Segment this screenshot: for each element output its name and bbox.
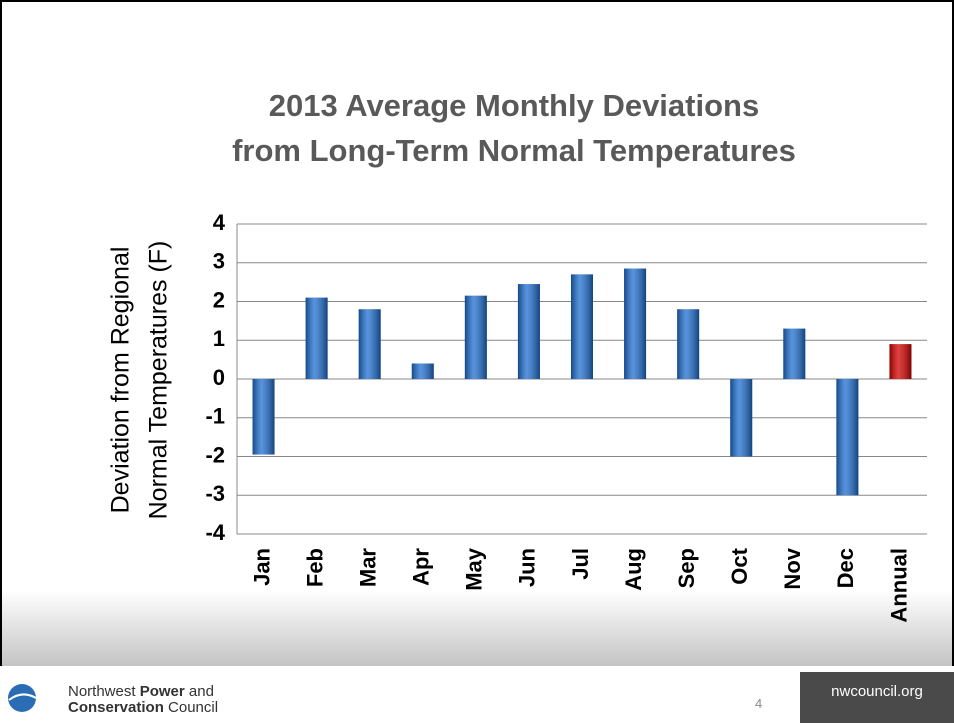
x-tick-label: Mar bbox=[356, 548, 381, 588]
x-tick-label: Dec bbox=[833, 548, 858, 588]
y-tick-label: 2 bbox=[213, 287, 225, 312]
y-tick-label: 4 bbox=[213, 210, 226, 235]
y-tick-label: 3 bbox=[213, 249, 225, 274]
bar-shade bbox=[624, 268, 647, 379]
bar-shade bbox=[889, 344, 912, 379]
bar-shade bbox=[571, 274, 593, 379]
bar-shade bbox=[252, 379, 275, 455]
org-text: Conservation bbox=[68, 699, 164, 716]
x-tick-label: May bbox=[462, 547, 487, 591]
plot: -4 -3 -2 -1 0 1 2 3 4 Jan Feb Mar Apr May Jun Jul Aug Sep… bbox=[205, 210, 927, 623]
bar-shade bbox=[677, 309, 700, 379]
bar-shade bbox=[730, 379, 753, 457]
x-tick-label: Jul bbox=[568, 548, 593, 580]
bar-shade bbox=[411, 363, 434, 379]
chart-title: from Long-Term Normal Temperatures bbox=[232, 133, 796, 168]
bar-shade bbox=[305, 297, 328, 379]
bar-shade bbox=[783, 328, 806, 379]
org-line: Conservation Council bbox=[68, 700, 218, 716]
logo-icon bbox=[8, 684, 37, 712]
org-text: Power bbox=[139, 683, 185, 700]
org-text: Northwest bbox=[68, 683, 136, 700]
bar-shade bbox=[517, 284, 540, 379]
y-tick-label: -4 bbox=[205, 520, 225, 545]
x-tick-label: Jan bbox=[249, 548, 274, 586]
y-tick-label: 1 bbox=[213, 326, 225, 351]
org-text: and bbox=[188, 683, 214, 700]
logo: Northwest Power and Conservation Council bbox=[8, 684, 218, 716]
x-tick-label: Annual bbox=[886, 548, 911, 623]
x-tick-label: Apr bbox=[409, 548, 434, 586]
org-line: Northwest Power and bbox=[68, 684, 218, 700]
x-tick-label: Jun bbox=[515, 548, 540, 587]
bar-shade bbox=[836, 379, 859, 496]
page-number: 4 bbox=[755, 696, 763, 711]
y-tick-label: -2 bbox=[205, 442, 225, 467]
y-tick-label: 0 bbox=[213, 365, 225, 390]
x-tick-label: Aug bbox=[621, 548, 646, 591]
website: nwcouncil.org bbox=[800, 672, 954, 723]
y-tick-label: -3 bbox=[205, 481, 225, 506]
bar-shade bbox=[464, 295, 487, 379]
x-tick-label: Sep bbox=[674, 548, 699, 588]
bar-shade bbox=[358, 309, 381, 379]
y-tick-label: -1 bbox=[205, 404, 225, 429]
org-text: Council bbox=[168, 699, 219, 716]
x-tick-label: Oct bbox=[727, 547, 752, 584]
backdrop bbox=[0, 590, 954, 666]
y-axis-label: Deviation from Regional bbox=[107, 247, 135, 514]
y-axis-label: Normal Temperatures (F) bbox=[145, 241, 173, 520]
chart-title: 2013 Average Monthly Deviations bbox=[269, 88, 759, 123]
x-tick-label: Nov bbox=[780, 547, 805, 589]
x-tick-label: Feb bbox=[302, 548, 327, 587]
slide-border bbox=[0, 0, 954, 666]
